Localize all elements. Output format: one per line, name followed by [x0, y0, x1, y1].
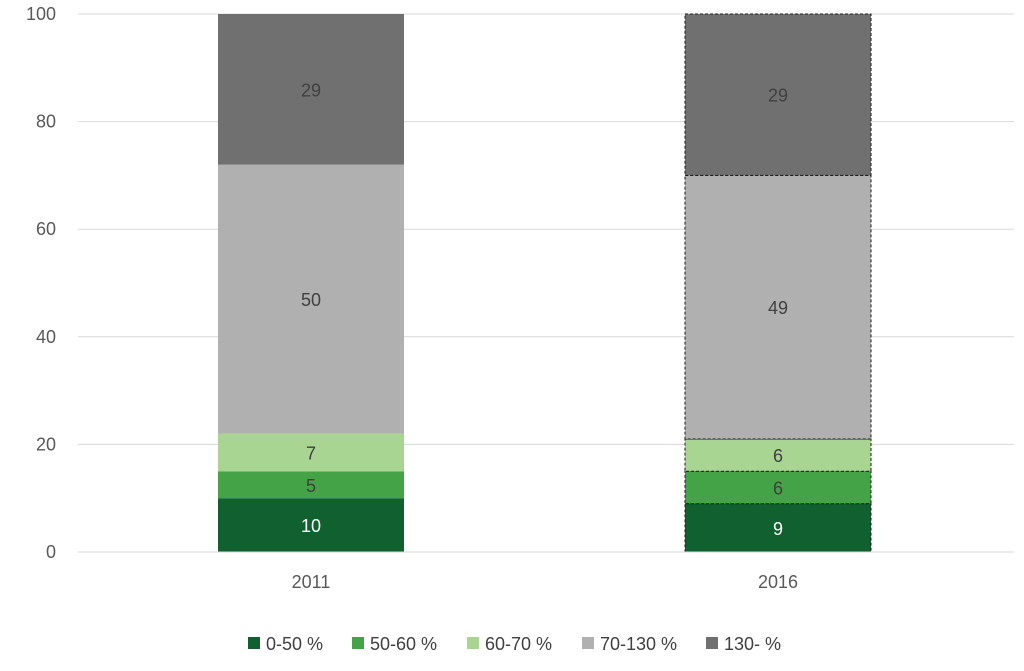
- legend-label: 130- %: [724, 634, 781, 654]
- legend-label: 70-130 %: [600, 634, 677, 654]
- legend-swatch-3: [467, 637, 479, 649]
- bar-segment-2011-4: [218, 164, 404, 434]
- bar-segment-2016-4: [684, 174, 872, 440]
- bar-segment-2016-3: [684, 438, 872, 472]
- bar-segment-2011-5: [218, 14, 404, 165]
- bar-data-labels: 10 5 7 50 29 9 6 6 49 29: [301, 80, 788, 538]
- data-label: 29: [301, 80, 321, 100]
- legend: 0-50 % 50-60 % 60-70 % 70-130 % 130- %: [248, 634, 781, 654]
- data-label: 50: [301, 290, 321, 310]
- y-axis-tick-labels: 0 20 40 60 80 100: [26, 4, 56, 562]
- legend-swatch-4: [582, 637, 594, 649]
- legend-swatch-2: [352, 637, 364, 649]
- bar-segment-2016-2: [684, 470, 872, 505]
- y-tick-label: 40: [36, 327, 56, 347]
- bar-segment-2011-3: [218, 433, 404, 472]
- y-tick-label: 100: [26, 4, 56, 24]
- data-label: 9: [773, 519, 783, 539]
- data-label: 10: [301, 516, 321, 536]
- data-label: 6: [773, 446, 783, 466]
- bar-segment-2016-1: [684, 503, 872, 553]
- x-axis-tick-labels: 2011 2016: [292, 572, 798, 592]
- y-tick-label: 20: [36, 434, 56, 454]
- data-label: 7: [306, 443, 316, 463]
- legend-swatch-5: [706, 637, 718, 649]
- bar-segment-2011-2: [218, 471, 404, 499]
- bar-segment-2011-1: [218, 498, 404, 552]
- y-tick-label: 80: [36, 112, 56, 132]
- data-label: 5: [306, 476, 316, 496]
- x-tick-label: 2011: [292, 572, 331, 592]
- data-label: 49: [768, 298, 788, 318]
- legend-swatch-1: [248, 637, 260, 649]
- legend-label: 50-60 %: [370, 634, 437, 654]
- x-tick-label: 2016: [758, 572, 798, 592]
- bars: [218, 13, 872, 553]
- data-label: 6: [773, 478, 783, 498]
- y-tick-label: 0: [46, 542, 56, 562]
- legend-label: 0-50 %: [266, 634, 323, 654]
- y-tick-label: 60: [36, 219, 56, 239]
- legend-label: 60-70 %: [485, 634, 552, 654]
- bar-segment-2016-5: [684, 13, 872, 176]
- data-label: 29: [768, 86, 788, 106]
